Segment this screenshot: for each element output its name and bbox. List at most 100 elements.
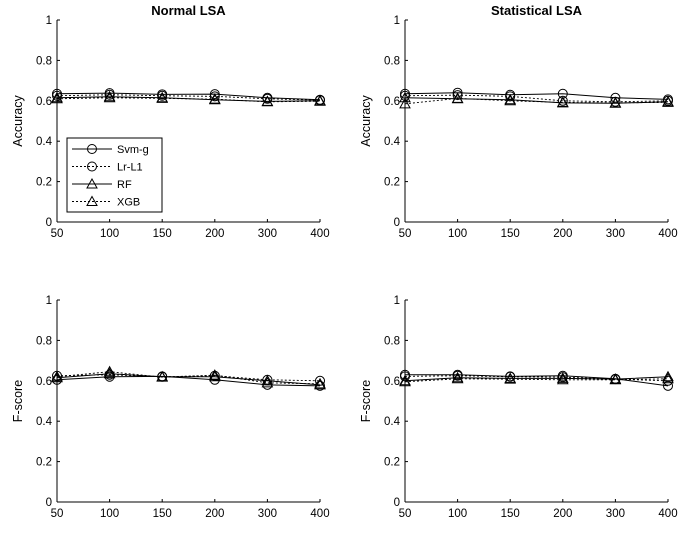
y-tick-label: 0.4 [36, 136, 53, 148]
series-XGB [51, 365, 326, 389]
series-XGB [399, 92, 674, 109]
y-tick-label: 0.6 [384, 376, 400, 388]
data-point [609, 96, 622, 108]
y-tick-label: 0.2 [36, 457, 52, 469]
y-tick-label: 0 [394, 497, 400, 509]
x-tick-label: 50 [51, 508, 64, 520]
y-tick-label: 1 [394, 15, 400, 27]
x-tick-label: 300 [258, 508, 277, 520]
legend-label: RF [117, 179, 132, 191]
legend-box [66, 137, 163, 213]
x-tick-label: 150 [153, 508, 172, 520]
data-point [556, 373, 569, 385]
legend-marker [87, 161, 97, 172]
series-Svm-g [52, 88, 325, 105]
y-tick-label: 1 [46, 295, 52, 307]
y-tick-label: 1 [394, 295, 400, 307]
series-RF [51, 367, 326, 390]
data-point [104, 89, 115, 100]
x-tick-label: 100 [448, 228, 467, 240]
chart-title: Statistical LSA [491, 3, 583, 18]
series-line [56, 371, 321, 385]
data-point [157, 90, 168, 101]
legend-marker [86, 195, 98, 206]
data-point [314, 377, 326, 389]
legend: Svm-g Lr-L1 RF XGB [66, 137, 163, 213]
data-point [400, 90, 410, 101]
data-point [209, 91, 220, 102]
y-tick-label: 0.8 [36, 335, 52, 347]
data-point [556, 372, 569, 383]
x-tick-label: 400 [658, 228, 677, 240]
data-point [662, 370, 674, 382]
x-tick-label: 400 [658, 508, 677, 520]
x-tick-label: 200 [205, 508, 224, 520]
y-tick-label: 0.2 [384, 177, 400, 189]
series-line [56, 92, 321, 101]
y-tick-label: 0.6 [36, 96, 52, 108]
data-point [52, 90, 62, 101]
y-axis-label: F-score [359, 380, 373, 422]
data-point [261, 374, 274, 386]
data-point [51, 370, 63, 382]
data-point [505, 371, 516, 382]
legend-label: XGB [117, 197, 140, 209]
y-tick-label: 1 [46, 15, 52, 27]
y-tick-label: 0.6 [384, 96, 400, 108]
y-axis-label: Accuracy [11, 95, 25, 147]
data-point [156, 92, 169, 103]
data-point [103, 367, 116, 379]
data-point [609, 373, 622, 385]
x-tick-label: 200 [553, 228, 572, 240]
data-point [208, 93, 221, 104]
x-tick-label: 200 [205, 228, 224, 240]
data-point [504, 94, 517, 106]
legend-marker [87, 144, 97, 154]
x-tick-label: 50 [51, 228, 64, 240]
y-tick-label: 0.6 [36, 376, 52, 388]
x-tick-label: 100 [100, 508, 119, 520]
data-point [315, 380, 325, 391]
legend-label: Svm-g [117, 144, 149, 156]
data-point [451, 372, 464, 384]
y-tick-label: 0.4 [36, 416, 53, 428]
data-point [452, 87, 463, 98]
y-tick-label: 0 [394, 217, 400, 229]
x-tick-label: 300 [606, 508, 625, 520]
data-point [452, 370, 463, 381]
data-point [400, 371, 410, 382]
data-point [262, 93, 273, 104]
series-Lr-L1 [52, 89, 325, 106]
y-tick-label: 0 [46, 217, 52, 229]
x-tick-label: 400 [310, 228, 329, 240]
y-tick-label: 0 [46, 497, 52, 509]
data-point [399, 91, 411, 103]
data-point [610, 92, 621, 103]
data-point [208, 369, 221, 380]
data-point [557, 95, 568, 106]
data-point [662, 372, 674, 384]
data-point [504, 373, 517, 384]
data-point [452, 90, 463, 101]
x-tick-label: 400 [310, 508, 329, 520]
series-line [405, 374, 669, 387]
data-point [103, 91, 116, 103]
x-tick-label: 300 [258, 228, 277, 240]
data-point [451, 92, 464, 103]
x-tick-label: 300 [606, 228, 625, 240]
data-point [663, 380, 673, 391]
x-tick-label: 50 [399, 228, 412, 240]
data-point [51, 92, 63, 104]
series-RF [399, 370, 674, 386]
y-axis-label: Accuracy [359, 95, 373, 147]
y-tick-label: 0.8 [384, 55, 400, 67]
y-axis-label: F-score [11, 380, 25, 422]
series-line [404, 92, 669, 100]
x-tick-label: 200 [553, 508, 572, 520]
data-point [209, 89, 220, 100]
data-point [399, 97, 411, 109]
